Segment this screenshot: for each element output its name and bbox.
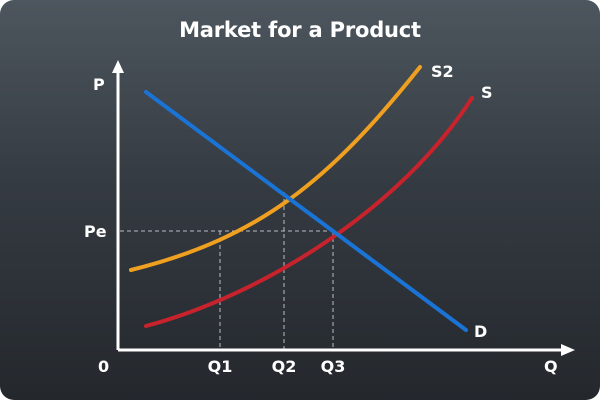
x-axis-arrow-icon [561,344,575,356]
supply2-curve-label: S2 [431,62,454,81]
q3-label: Q3 [321,357,346,376]
x-axis-label: Q [544,357,558,376]
q2-label: Q2 [272,357,297,376]
supply-curve-label: S [481,83,493,102]
supply-curve-s2 [129,65,422,272]
y-axis-label: P [93,75,105,94]
demand-curve [144,90,468,332]
supply-curve-s [144,96,474,328]
origin-label: 0 [98,357,109,376]
diagram-title: Market for a Product [179,18,421,42]
pe-label: Pe [84,222,107,241]
q1-label: Q1 [208,357,233,376]
y-axis-arrow-icon [112,60,124,73]
demand-curve-label: D [474,322,487,341]
